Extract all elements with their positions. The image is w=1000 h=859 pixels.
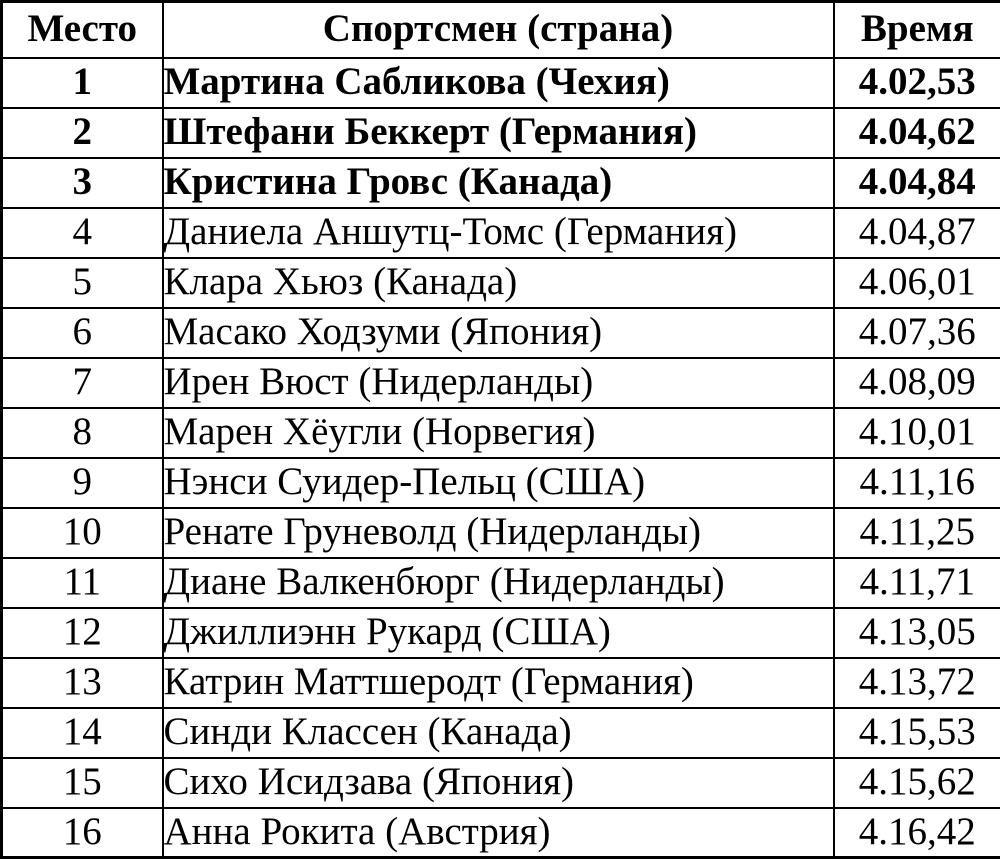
table-row: 8 Марен Хёугли (Норвегия) 4.10,01: [0, 406, 1000, 459]
time-cell: 4.13,72: [832, 656, 1000, 709]
table-row: 5 Клара Хьюз (Канада) 4.06,01: [0, 256, 1000, 309]
time-cell: 4.10,01: [832, 406, 1000, 459]
header-row: Место Спортсмен (страна) Время: [0, 0, 1000, 59]
time-cell: 4.15,53: [832, 706, 1000, 759]
time-cell: 4.11,16: [832, 456, 1000, 509]
place-cell: 9: [0, 456, 164, 509]
header-time: Время: [832, 0, 1000, 59]
results-table-header: Место Спортсмен (страна) Время: [0, 0, 1000, 59]
place-cell: 1: [0, 56, 164, 109]
place-cell: 11: [0, 556, 164, 609]
table-row: 7 Ирен Вюст (Нидерланды) 4.08,09: [0, 356, 1000, 409]
time-cell: 4.04,87: [832, 206, 1000, 259]
table-row: 16 Анна Рокита (Австрия) 4.16,42: [0, 806, 1000, 859]
table-row: 4 Даниела Аншутц-Томс (Германия) 4.04,87: [0, 206, 1000, 259]
table-row: 11 Диане Валкенбюрг (Нидерланды) 4.11,71: [0, 556, 1000, 609]
time-cell: 4.16,42: [832, 806, 1000, 859]
place-cell: 4: [0, 206, 164, 259]
place-cell: 5: [0, 256, 164, 309]
place-cell: 6: [0, 306, 164, 359]
athlete-cell: Даниела Аншутц-Томс (Германия): [161, 206, 835, 259]
athlete-cell: Сихо Исидзава (Япония): [161, 756, 835, 809]
place-cell: 12: [0, 606, 164, 659]
table-row: 14 Синди Классен (Канада) 4.15,53: [0, 706, 1000, 759]
table-row: 9 Нэнси Суидер-Пельц (США) 4.11,16: [0, 456, 1000, 509]
table-row: 1 Мартина Сабликова (Чехия) 4.02,53: [0, 56, 1000, 109]
time-cell: 4.11,71: [832, 556, 1000, 609]
header-athlete: Спортсмен (страна): [161, 0, 835, 59]
table-row: 2 Штефани Беккерт (Германия) 4.04,62: [0, 106, 1000, 159]
athlete-cell: Анна Рокита (Австрия): [161, 806, 835, 859]
table-row: 13 Катрин Маттшеродт (Германия) 4.13,72: [0, 656, 1000, 709]
place-cell: 15: [0, 756, 164, 809]
athlete-cell: Масако Ходзуми (Япония): [161, 306, 835, 359]
athlete-cell: Ирен Вюст (Нидерланды): [161, 356, 835, 409]
time-cell: 4.15,62: [832, 756, 1000, 809]
place-cell: 10: [0, 506, 164, 559]
place-cell: 8: [0, 406, 164, 459]
time-cell: 4.07,36: [832, 306, 1000, 359]
place-cell: 7: [0, 356, 164, 409]
athlete-cell: Джиллиэнн Рукард (США): [161, 606, 835, 659]
header-place: Место: [0, 0, 164, 59]
athlete-cell: Клара Хьюз (Канада): [161, 256, 835, 309]
time-cell: 4.06,01: [832, 256, 1000, 309]
time-cell: 4.11,25: [832, 506, 1000, 559]
time-cell: 4.04,62: [832, 106, 1000, 159]
athlete-cell: Нэнси Суидер-Пельц (США): [161, 456, 835, 509]
place-cell: 16: [0, 806, 164, 859]
athlete-cell: Катрин Маттшеродт (Германия): [161, 656, 835, 709]
time-cell: 4.13,05: [832, 606, 1000, 659]
time-cell: 4.04,84: [832, 156, 1000, 209]
place-cell: 13: [0, 656, 164, 709]
athlete-cell: Кристина Гровс (Канада): [161, 156, 835, 209]
place-cell: 3: [0, 156, 164, 209]
athlete-cell: Ренате Груневолд (Нидерланды): [161, 506, 835, 559]
results-table-body: 1 Мартина Сабликова (Чехия) 4.02,53 2 Штефан…: [0, 56, 1000, 859]
athlete-cell: Марен Хёугли (Норвегия): [161, 406, 835, 459]
table-row: 6 Масако Ходзуми (Япония) 4.07,36: [0, 306, 1000, 359]
athlete-cell: Синди Классен (Канада): [161, 706, 835, 759]
athlete-cell: Диане Валкенбюрг (Нидерланды): [161, 556, 835, 609]
table-row: 15 Сихо Исидзава (Япония) 4.15,62: [0, 756, 1000, 809]
table-row: 10 Ренате Груневолд (Нидерланды) 4.11,25: [0, 506, 1000, 559]
time-cell: 4.02,53: [832, 56, 1000, 109]
table-row: 12 Джиллиэнн Рукард (США) 4.13,05: [0, 606, 1000, 659]
table-row: 3 Кристина Гровс (Канада) 4.04,84: [0, 156, 1000, 209]
athlete-cell: Мартина Сабликова (Чехия): [161, 56, 835, 109]
time-cell: 4.08,09: [832, 356, 1000, 409]
place-cell: 2: [0, 106, 164, 159]
place-cell: 14: [0, 706, 164, 759]
athlete-cell: Штефани Беккерт (Германия): [161, 106, 835, 159]
